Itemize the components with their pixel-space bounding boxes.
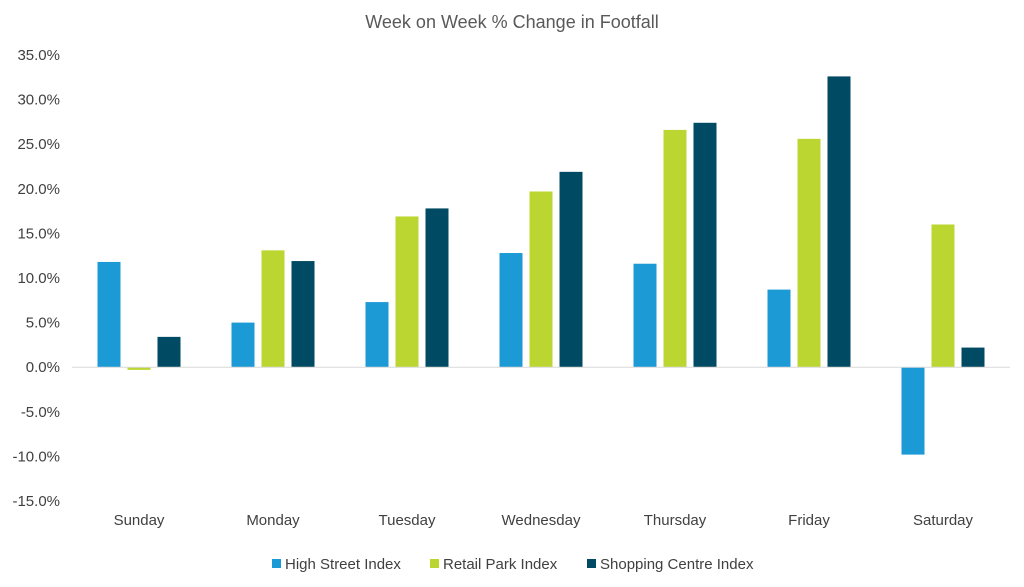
y-tick-label: 15.0% bbox=[17, 225, 60, 242]
x-tick-label: Sunday bbox=[114, 512, 165, 529]
y-tick-label: 5.0% bbox=[26, 315, 60, 332]
y-tick-label: 35.0% bbox=[17, 47, 60, 64]
bar-shopping-centre-index-wednesday bbox=[559, 171, 583, 368]
bars bbox=[97, 76, 985, 455]
chart-title: Week on Week % Change in Footfall bbox=[365, 12, 659, 32]
bar-retail-park-index-saturday bbox=[931, 224, 955, 368]
y-tick-label: 0.0% bbox=[26, 359, 60, 376]
y-tick-label: 20.0% bbox=[17, 181, 60, 198]
bar-retail-park-index-wednesday bbox=[529, 191, 553, 368]
bar-retail-park-index-friday bbox=[797, 138, 821, 368]
x-tick-label: Monday bbox=[246, 512, 300, 529]
y-tick-label: 25.0% bbox=[17, 136, 60, 153]
bar-high-street-index-monday bbox=[231, 322, 255, 368]
x-tick-label: Tuesday bbox=[379, 512, 436, 529]
legend-swatch bbox=[587, 559, 596, 568]
x-tick-label: Friday bbox=[788, 512, 830, 529]
y-tick-label: -5.0% bbox=[21, 404, 60, 421]
bar-retail-park-index-thursday bbox=[663, 129, 687, 368]
legend-label: Retail Park Index bbox=[443, 556, 558, 573]
y-tick-label: 10.0% bbox=[17, 270, 60, 287]
legend: High Street Index Retail Park Index Shoppi… bbox=[272, 556, 754, 573]
y-tick-label: -15.0% bbox=[12, 493, 60, 510]
bar-shopping-centre-index-saturday bbox=[961, 347, 985, 368]
bar-high-street-index-sunday bbox=[97, 261, 121, 368]
legend-label: Shopping Centre Index bbox=[600, 556, 754, 573]
bar-retail-park-index-sunday bbox=[127, 367, 151, 370]
x-tick-label: Wednesday bbox=[502, 512, 581, 529]
bar-high-street-index-wednesday bbox=[499, 253, 523, 368]
bar-shopping-centre-index-monday bbox=[291, 261, 315, 368]
bar-retail-park-index-tuesday bbox=[395, 216, 419, 368]
y-tick-label: -10.0% bbox=[12, 448, 60, 465]
legend-label: High Street Index bbox=[285, 556, 401, 573]
bar-shopping-centre-index-thursday bbox=[693, 122, 717, 368]
legend-swatch bbox=[430, 559, 439, 568]
bar-high-street-index-saturday bbox=[901, 367, 925, 455]
y-axis: 35.0% 30.0% 25.0% 20.0% 15.0% 10.0% 5.0% 0.0% -5… bbox=[12, 47, 60, 510]
x-tick-label: Saturday bbox=[913, 512, 974, 529]
legend-swatch bbox=[272, 559, 281, 568]
y-tick-label: 30.0% bbox=[17, 92, 60, 109]
bar-shopping-centre-index-tuesday bbox=[425, 208, 449, 368]
bar-shopping-centre-index-sunday bbox=[157, 336, 181, 368]
bar-high-street-index-tuesday bbox=[365, 302, 389, 368]
bar-shopping-centre-index-friday bbox=[827, 76, 851, 368]
x-axis: Sunday Monday Tuesday Wednesday Thursday Frid… bbox=[114, 512, 974, 529]
x-tick-label: Thursday bbox=[644, 512, 707, 529]
bar-retail-park-index-monday bbox=[261, 250, 285, 368]
bar-high-street-index-thursday bbox=[633, 263, 657, 368]
bar-high-street-index-friday bbox=[767, 289, 791, 368]
